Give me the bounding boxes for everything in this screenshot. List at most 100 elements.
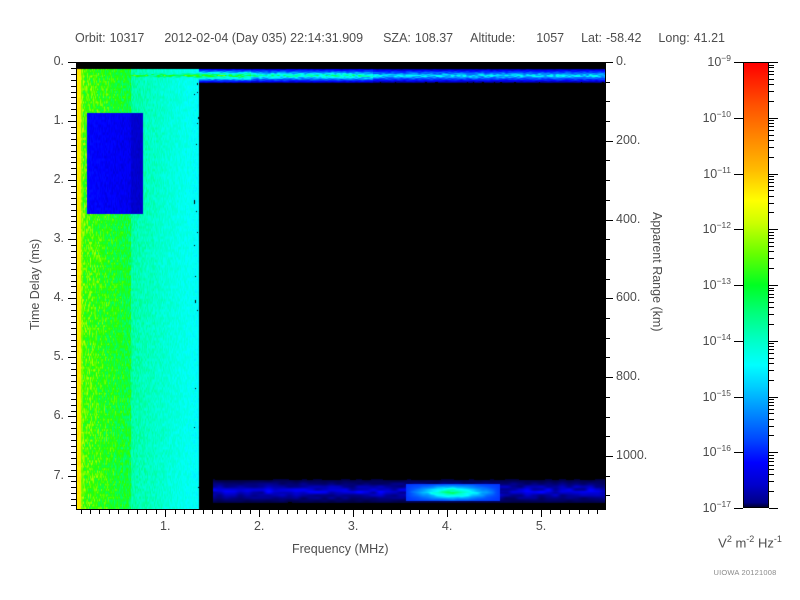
y2-axis-title: Apparent Range (km) — [650, 212, 664, 332]
y2-tick-label-0: 0. — [616, 54, 627, 68]
colorbar-tick-minor — [769, 380, 774, 381]
colorbar-tick-minor — [769, 212, 774, 213]
colorbar-tick-minor — [769, 120, 774, 121]
y-tick-minor — [71, 97, 76, 98]
colorbar-tick-minor — [769, 74, 774, 75]
x-tick-minor — [90, 509, 91, 514]
y-tick-minor — [71, 157, 76, 158]
units-v-exp: 2 — [726, 534, 732, 544]
y-tick-label-2: 2. — [53, 172, 64, 187]
colorbar-tick-minor — [769, 140, 774, 141]
y-tick-minor — [71, 458, 76, 459]
units-hz: Hz — [757, 535, 774, 551]
colorbar-tick-major — [769, 118, 778, 119]
y2-tick-minor — [605, 239, 610, 240]
x-tick-minor — [269, 509, 270, 514]
y-tick-minor — [71, 470, 76, 471]
y-tick-minor — [71, 452, 76, 453]
y2-tick-minor — [605, 436, 610, 437]
colorbar-tick-minor — [769, 182, 774, 183]
header-field-lat-value: -58.42 — [605, 31, 642, 45]
x-tick-minor — [193, 509, 194, 514]
colorbar-tick-major — [769, 174, 778, 175]
y2-tick-major — [605, 298, 613, 299]
x-tick-minor — [118, 509, 119, 514]
x-tick-major — [447, 509, 448, 517]
y-tick-minor — [71, 251, 76, 252]
x-tick-minor — [400, 509, 401, 514]
colorbar-tick-minor — [769, 419, 774, 420]
x-tick-label-2: 2. — [253, 519, 265, 533]
y2-tick-minor — [605, 357, 610, 358]
x-tick-minor — [588, 509, 589, 514]
x-tick-minor — [278, 509, 279, 514]
colorbar-tick-minor — [769, 491, 774, 492]
y-tick-minor — [71, 369, 76, 370]
colorbar-tick-label--12: 10−12 — [702, 220, 731, 237]
x-tick-minor — [532, 509, 533, 514]
x-tick-minor — [212, 509, 213, 514]
y-tick-minor — [71, 68, 76, 69]
colorbar-tick-label--11: 10−11 — [703, 164, 731, 181]
colorbar-tick-label--16: 10−16 — [702, 443, 731, 460]
x-tick-minor — [560, 509, 561, 514]
x-tick-minor — [550, 509, 551, 514]
y2-tick-label-800: 800. — [616, 369, 641, 384]
y-tick-major — [68, 357, 76, 358]
x-tick-minor — [381, 509, 382, 514]
header-field-orbit-value: 10317 — [109, 31, 145, 45]
colorbar-tick-minor — [769, 91, 774, 92]
x-tick-minor — [156, 509, 157, 514]
y-tick-minor — [71, 151, 76, 152]
units-m-exp: -2 — [746, 534, 755, 544]
y2-tick-major — [605, 62, 613, 63]
colorbar-tick-minor — [769, 157, 774, 158]
y2-tick-minor — [605, 397, 610, 398]
colorbar — [743, 62, 769, 508]
header-field-orbit-key: Orbit: — [75, 31, 106, 45]
y-tick-major — [68, 416, 76, 417]
y-tick-minor — [71, 428, 76, 429]
y-tick-minor — [71, 464, 76, 465]
colorbar-tick-minor — [769, 238, 774, 239]
y-tick-minor — [71, 387, 76, 388]
x-tick-minor — [428, 509, 429, 514]
y-tick-minor — [71, 257, 76, 258]
y-tick-minor — [71, 109, 76, 110]
y2-tick-label-600: 600. — [616, 290, 641, 305]
colorbar-tick-major — [734, 174, 743, 175]
y2-tick-label-400: 400. — [616, 211, 641, 226]
y-tick-minor — [71, 405, 76, 406]
y-tick-minor — [71, 216, 76, 217]
x-tick-major — [165, 509, 166, 517]
colorbar-tick-minor — [769, 343, 774, 344]
ionogram-plot-area — [76, 62, 606, 510]
y2-tick-minor — [605, 160, 610, 161]
y-tick-minor — [71, 393, 76, 394]
colorbar-tick-major — [769, 62, 778, 63]
x-tick-label-5: 5. — [535, 519, 547, 533]
y-tick-minor — [71, 375, 76, 376]
y-tick-label-6: 6. — [53, 408, 64, 423]
header-field-lat-key: Lat: — [581, 31, 602, 45]
y2-tick-minor — [605, 338, 610, 339]
header-field-sza: SZA: 108.37 — [383, 31, 453, 45]
colorbar-tick-minor — [769, 349, 774, 350]
y-tick-minor — [71, 446, 76, 447]
y-tick-minor — [71, 115, 76, 116]
y2-tick-minor — [605, 495, 610, 496]
x-tick-minor — [316, 509, 317, 514]
colorbar-tick-minor — [769, 79, 774, 80]
y-tick-minor — [71, 340, 76, 341]
header-field-datetime-value: 2012-02-04 (Day 035) 22:14:31.909 — [164, 31, 364, 45]
y-tick-minor — [71, 204, 76, 205]
y2-tick-minor — [605, 101, 610, 102]
colorbar-tick-minor — [769, 147, 774, 148]
x-tick-minor — [494, 509, 495, 514]
y-tick-minor — [71, 174, 76, 175]
colorbar-tick-minor — [769, 435, 774, 436]
y-tick-minor — [71, 198, 76, 199]
x-tick-minor — [503, 509, 504, 514]
x-tick-minor — [240, 509, 241, 514]
x-tick-minor — [334, 509, 335, 514]
